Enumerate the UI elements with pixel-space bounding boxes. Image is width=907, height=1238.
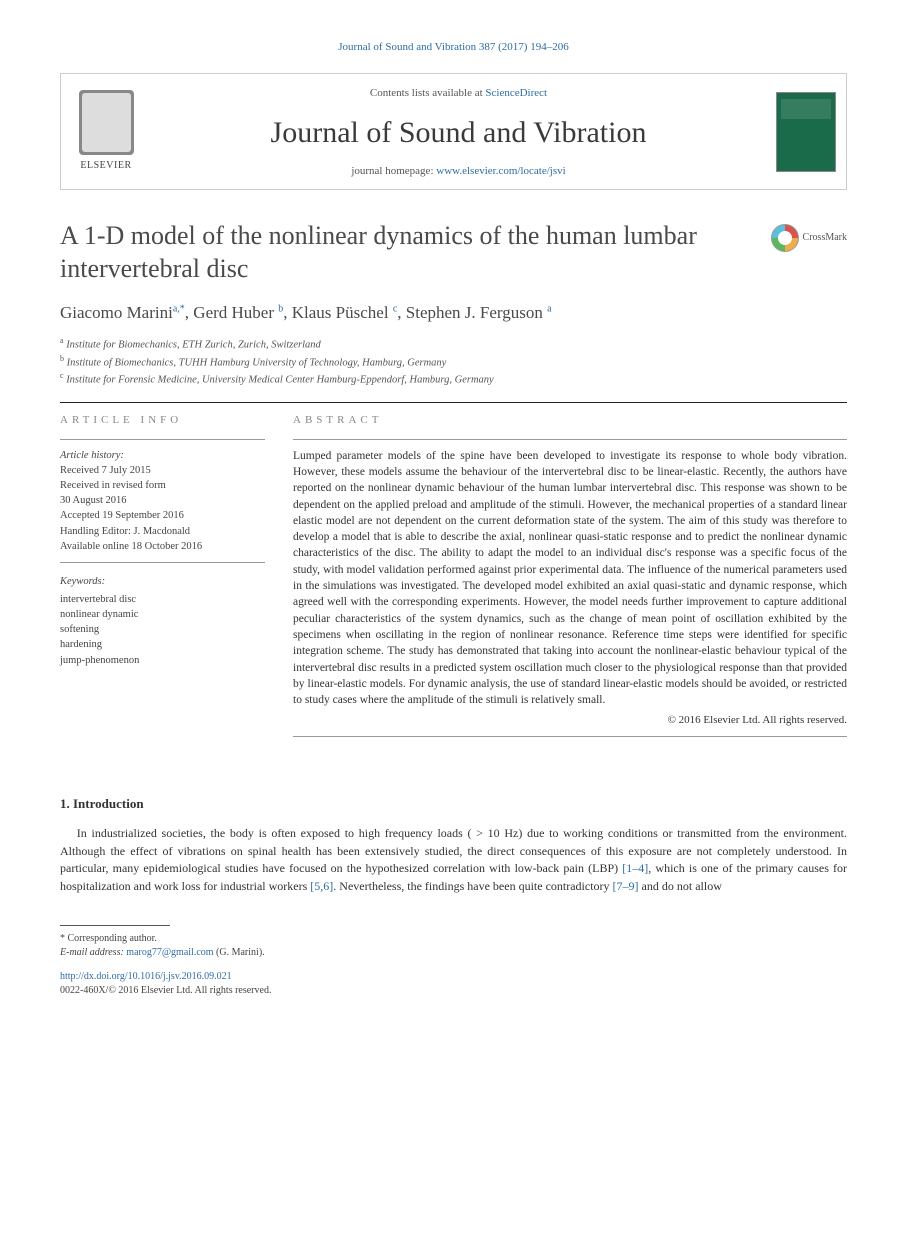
affil-a-text: Institute for Biomechanics, ETH Zurich, … xyxy=(66,339,321,350)
author-3-affil: c xyxy=(393,304,397,315)
abstract-bottom-divider xyxy=(293,736,847,737)
intro-paragraph: In industrialized societies, the body is… xyxy=(60,825,847,895)
crossmark-label: CrossMark xyxy=(803,232,847,245)
author-3: Klaus Püschel xyxy=(292,303,389,322)
article-title: A 1-D model of the nonlinear dynamics of… xyxy=(60,220,847,285)
affil-b-text: Institute of Biomechanics, TUHH Hamburg … xyxy=(67,357,447,368)
abstract-text: Lumped parameter models of the spine hav… xyxy=(293,448,847,709)
intro-text-3: . Nevertheless, the findings have been q… xyxy=(333,879,612,893)
intro-text-4: and do not allow xyxy=(639,879,722,893)
article-info-column: ARTICLE INFO Article history: Received 7… xyxy=(60,413,265,745)
ref-link-5-6[interactable]: [5,6] xyxy=(310,879,333,893)
divider-top xyxy=(60,402,847,403)
cover-image-icon xyxy=(776,92,836,172)
header-center: Contents lists available at ScienceDirec… xyxy=(151,74,766,189)
journal-name: Journal of Sound and Vibration xyxy=(161,112,756,154)
keyword-5: jump-phenomenon xyxy=(60,653,265,668)
keyword-2: nonlinear dynamic xyxy=(60,607,265,622)
keywords-list: intervertebral disc nonlinear dynamic so… xyxy=(60,592,265,668)
publisher-name: ELSEVIER xyxy=(80,159,131,173)
affiliations-block: a Institute for Biomechanics, ETH Zurich… xyxy=(60,335,847,388)
elsevier-logo: ELSEVIER xyxy=(61,74,151,189)
keyword-3: softening xyxy=(60,622,265,637)
contents-available-line: Contents lists available at ScienceDirec… xyxy=(161,86,756,101)
section-1-heading: 1. Introduction xyxy=(60,795,847,813)
footnote-separator xyxy=(60,925,170,926)
affil-b-sup: b xyxy=(60,354,64,363)
email-suffix: (G. Marini). xyxy=(214,947,265,958)
keyword-1: intervertebral disc xyxy=(60,592,265,607)
homepage-link[interactable]: www.elsevier.com/locate/jsvi xyxy=(436,165,565,177)
journal-header-box: ELSEVIER Contents lists available at Sci… xyxy=(60,73,847,190)
abstract-column: ABSTRACT Lumped parameter models of the … xyxy=(293,413,847,745)
keywords-divider xyxy=(60,562,265,563)
article-history: Article history: Received 7 July 2015 Re… xyxy=(60,448,265,555)
info-abstract-row: ARTICLE INFO Article history: Received 7… xyxy=(60,413,847,745)
abstract-heading: ABSTRACT xyxy=(293,413,847,428)
affil-a-sup: a xyxy=(60,336,64,345)
history-online: Available online 18 October 2016 xyxy=(60,539,265,554)
affil-c-text: Institute for Forensic Medicine, Univers… xyxy=(66,375,494,386)
contents-prefix: Contents lists available at xyxy=(370,87,485,99)
author-2-affil: b xyxy=(278,304,283,315)
keywords-label: Keywords: xyxy=(60,575,265,590)
abstract-divider xyxy=(293,439,847,440)
article-info-heading: ARTICLE INFO xyxy=(60,413,265,428)
journal-cover-thumb xyxy=(766,74,846,189)
affiliation-b: b Institute of Biomechanics, TUHH Hambur… xyxy=(60,353,847,371)
keyword-4: hardening xyxy=(60,637,265,652)
email-line: E-mail address: marog77@gmail.com (G. Ma… xyxy=(60,946,847,960)
homepage-line: journal homepage: www.elsevier.com/locat… xyxy=(161,164,756,179)
elsevier-tree-icon xyxy=(79,90,134,155)
author-4-affil: a xyxy=(547,304,551,315)
author-2: Gerd Huber xyxy=(193,303,274,322)
history-revised-1: Received in revised form xyxy=(60,478,265,493)
crossmark-icon xyxy=(771,224,799,252)
affiliation-a: a Institute for Biomechanics, ETH Zurich… xyxy=(60,335,847,353)
author-1-corr: * xyxy=(180,304,185,315)
email-label: E-mail address: xyxy=(60,947,126,958)
history-revised-2: 30 August 2016 xyxy=(60,493,265,508)
affil-c-sup: c xyxy=(60,371,64,380)
crossmark-badge[interactable]: CrossMark xyxy=(771,224,847,252)
ref-link-7-9[interactable]: [7–9] xyxy=(613,879,639,893)
corresponding-author-note: * Corresponding author. xyxy=(60,932,847,946)
homepage-prefix: journal homepage: xyxy=(351,165,436,177)
citation-line: Journal of Sound and Vibration 387 (2017… xyxy=(60,40,847,55)
copyright-line: © 2016 Elsevier Ltd. All rights reserved… xyxy=(293,713,847,728)
footnotes-block: * Corresponding author. E-mail address: … xyxy=(60,932,847,960)
doi-line: http://dx.doi.org/10.1016/j.jsv.2016.09.… xyxy=(60,970,847,984)
issn-copyright-line: 0022-460X/© 2016 Elsevier Ltd. All right… xyxy=(60,984,847,998)
history-label: Article history: xyxy=(60,448,265,463)
history-accepted: Accepted 19 September 2016 xyxy=(60,508,265,523)
ref-link-1-4[interactable]: [1–4] xyxy=(622,861,648,875)
title-text: A 1-D model of the nonlinear dynamics of… xyxy=(60,221,697,283)
authors-line: Giacomo Marinia,*, Gerd Huber b, Klaus P… xyxy=(60,301,847,325)
doi-link[interactable]: http://dx.doi.org/10.1016/j.jsv.2016.09.… xyxy=(60,971,232,982)
affiliation-c: c Institute for Forensic Medicine, Unive… xyxy=(60,370,847,388)
sciencedirect-link[interactable]: ScienceDirect xyxy=(485,87,547,99)
history-editor: Handling Editor: J. Macdonald xyxy=(60,524,265,539)
author-1: Giacomo Marini xyxy=(60,303,173,322)
info-divider xyxy=(60,439,265,440)
author-email-link[interactable]: marog77@gmail.com xyxy=(126,947,213,958)
author-1-affil: a, xyxy=(173,304,180,315)
author-4: Stephen J. Ferguson xyxy=(406,303,543,322)
history-received: Received 7 July 2015 xyxy=(60,463,265,478)
